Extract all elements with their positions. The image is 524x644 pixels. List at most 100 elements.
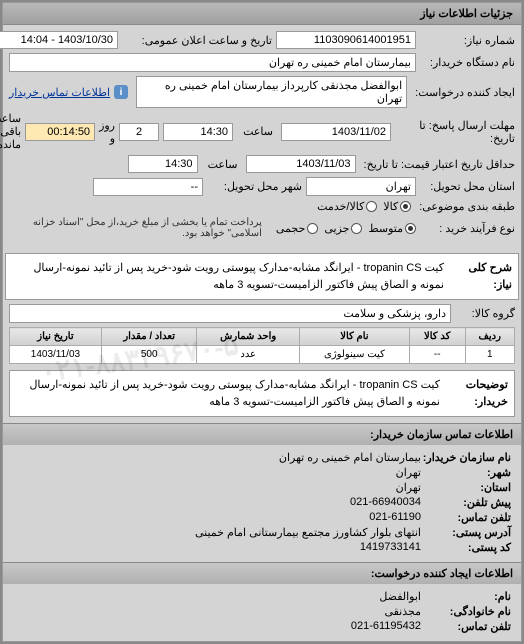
contact-buyer-body: نام سازمان خریدار:بیمارستان امام خمینی ر… [3, 445, 521, 562]
prefix-label: پیش تلفن: [421, 496, 511, 509]
radio-icon [400, 201, 411, 212]
req-family-value: مجذنقی [384, 605, 421, 618]
req-phone-value: 021-61195432 [351, 620, 421, 633]
cell-name: کیت سینولوژی [299, 346, 409, 364]
row-requester: ایجاد کننده درخواست: ابوالفضل مجذنقی کار… [9, 76, 515, 108]
deadline-date: 1403/11/02 [281, 123, 391, 141]
purchase-opt-mid[interactable]: جزیی [324, 222, 362, 235]
time-label-2: ساعت [202, 158, 242, 171]
contact-requester-header: اطلاعات ایجاد کننده درخواست: [3, 562, 521, 584]
contact-link[interactable]: اطلاعات تماس خریدار [9, 86, 110, 99]
details-panel: جزئیات اطلاعات نیاز شماره نیاز: 11030906… [2, 2, 522, 642]
cell-date: 1403/11/03 [10, 346, 102, 364]
row-request-no: شماره نیاز: 1103090614001951 تاریخ و ساع… [9, 31, 515, 49]
row-device: نام دستگاه خریدار: بیمارستان امام خمینی … [9, 53, 515, 72]
group-label: گروه کالا: [455, 307, 515, 320]
col-code: کد کالا [409, 328, 465, 346]
purchase-type-label: نوع فرآیند خرید : [420, 222, 515, 235]
cell-qty: 500 [101, 346, 197, 364]
remaining-day: 2 [119, 123, 159, 141]
row-group: گروه کالا: دارو، پزشکی و سلامت [9, 304, 515, 323]
col-qty: تعداد / مقدار [101, 328, 197, 346]
group-field: دارو، پزشکی و سلامت [9, 304, 451, 323]
items-table: ردیف کد کالا نام کالا واحد شمارش تعداد /… [9, 327, 515, 364]
deadline-label: مهلت ارسال پاسخ: تا تاریخ: [395, 119, 515, 145]
city-label: شهر: [421, 466, 511, 479]
buyer-notes-box: توضیحات خریدار: کیت tropanin CS - ایرانگ… [9, 370, 515, 417]
col-name: نام کالا [299, 328, 409, 346]
delivery-city: -- [93, 178, 203, 196]
prefix-value: 021-66940034 [350, 496, 421, 509]
announce-field: 1403/10/30 - 14:04 [0, 31, 118, 49]
panel-body: شماره نیاز: 1103090614001951 تاریخ و ساع… [3, 25, 521, 249]
org-value: بیمارستان امام خمینی ره تهران [279, 451, 421, 464]
postal-label: کد پستی: [421, 541, 511, 554]
budget-opt-kala[interactable]: کالا [383, 200, 411, 213]
deadline-time: 14:30 [163, 123, 233, 141]
desc-box: شرح کلی نیاز: کیت tropanin CS - ایرانگد … [5, 253, 519, 300]
purchase-opt-low[interactable]: متوسط [368, 222, 416, 235]
req-name-value: ابوالفضل [379, 590, 421, 603]
phone-label: تلفن تماس: [421, 511, 511, 524]
radio-icon [366, 201, 377, 212]
validity-date: 1403/11/03 [246, 155, 356, 173]
row-purchase-type: نوع فرآیند خرید : متوسط جزیی حجمی پرداخت… [9, 217, 515, 239]
group-section: گروه کالا: دارو، پزشکی و سلامت ردیف کد ک… [3, 304, 521, 423]
req-name-label: نام: [421, 590, 511, 603]
col-date: تاریخ نیاز [10, 328, 102, 346]
row-validity: حداقل تاریخ اعتبار قیمت: تا تاریخ: 1403/… [9, 155, 515, 173]
org-label: نام سازمان خریدار: [421, 451, 511, 464]
postal-value: 1419733141 [360, 541, 421, 554]
announce-label: تاریخ و ساعت اعلان عمومی: [122, 34, 272, 47]
city-value: تهران [396, 466, 421, 479]
col-unit: واحد شمارش [197, 328, 299, 346]
phone-value: 021-61190 [369, 511, 421, 524]
remaining-time: 00:14:50 [25, 123, 95, 141]
panel-title: جزئیات اطلاعات نیاز [3, 3, 521, 25]
device-label: نام دستگاه خریدار: [420, 56, 515, 69]
cell-code: -- [409, 346, 465, 364]
budget-opt-khedmat[interactable]: کالا/خدمت [317, 200, 377, 213]
address-label: آدرس پستی: [421, 526, 511, 539]
requester-label: ایجاد کننده درخواست: [411, 86, 515, 99]
radio-icon [405, 223, 416, 234]
remaining-day-label: روز و [99, 119, 115, 145]
delivery-state-label: استان محل تحویل: [420, 180, 515, 193]
row-delivery: استان محل تحویل: تهران شهر محل تحویل: -- [9, 177, 515, 196]
row-budget: طبقه بندی موضوعی: کالا کالا/خدمت [9, 200, 515, 213]
contact-requester-body: نام:ابوالفضل نام خانوادگی:مجذنقی تلفن تم… [3, 584, 521, 641]
requester-field: ابوالفضل مجذنقی کارپرداز بیمارستان امام … [136, 76, 407, 108]
req-phone-label: تلفن تماس: [421, 620, 511, 633]
budget-label: طبقه بندی موضوعی: [415, 200, 515, 213]
request-no-field: 1103090614001951 [276, 31, 416, 49]
delivery-city-label: شهر محل تحویل: [207, 180, 302, 193]
buyer-notes-label: توضیحات خریدار: [448, 377, 508, 410]
desc-text: کیت tropanin CS - ایرانگد مشابه-مدارک پی… [12, 260, 444, 293]
table-head: ردیف کد کالا نام کالا واحد شمارش تعداد /… [10, 328, 515, 346]
cell-row: 1 [465, 346, 514, 364]
time-label-1: ساعت [237, 125, 277, 138]
province-label: استان: [421, 481, 511, 494]
info-icon[interactable]: i [114, 85, 128, 99]
remaining-label: ساعت باقی مانده [0, 112, 21, 151]
validity-time: 14:30 [128, 155, 198, 173]
buyer-notes-text: کیت tropanin CS - ایرانگد مشابه-مدارک پی… [16, 377, 440, 410]
device-field: بیمارستان امام خمینی ره تهران [9, 53, 416, 72]
row-deadline: مهلت ارسال پاسخ: تا تاریخ: 1403/11/02 سا… [9, 112, 515, 151]
radio-icon [307, 223, 318, 234]
province-value: تهران [396, 481, 421, 494]
budget-radio-group: کالا کالا/خدمت [317, 200, 411, 213]
validity-label: حداقل تاریخ اعتبار قیمت: تا تاریخ: [360, 158, 515, 171]
purchase-opt-high[interactable]: حجمی [276, 222, 318, 235]
cell-unit: عدد [197, 346, 299, 364]
purchase-radio-group: متوسط جزیی حجمی [276, 222, 416, 235]
payment-note: پرداخت تمام یا بخشی از مبلغ خرید،از محل … [9, 217, 262, 239]
req-family-label: نام خانوادگی: [421, 605, 511, 618]
request-no-label: شماره نیاز: [420, 34, 515, 47]
radio-icon [351, 223, 362, 234]
delivery-state: تهران [306, 177, 416, 196]
desc-label: شرح کلی نیاز: [452, 260, 512, 293]
address-value: انتهای بلوار کشاورز مجتمع بیمارستانی اما… [195, 526, 421, 539]
contact-buyer-header: اطلاعات تماس سازمان خریدار: [3, 423, 521, 445]
table-row[interactable]: 1 -- کیت سینولوژی عدد 500 1403/11/03 [10, 346, 515, 364]
